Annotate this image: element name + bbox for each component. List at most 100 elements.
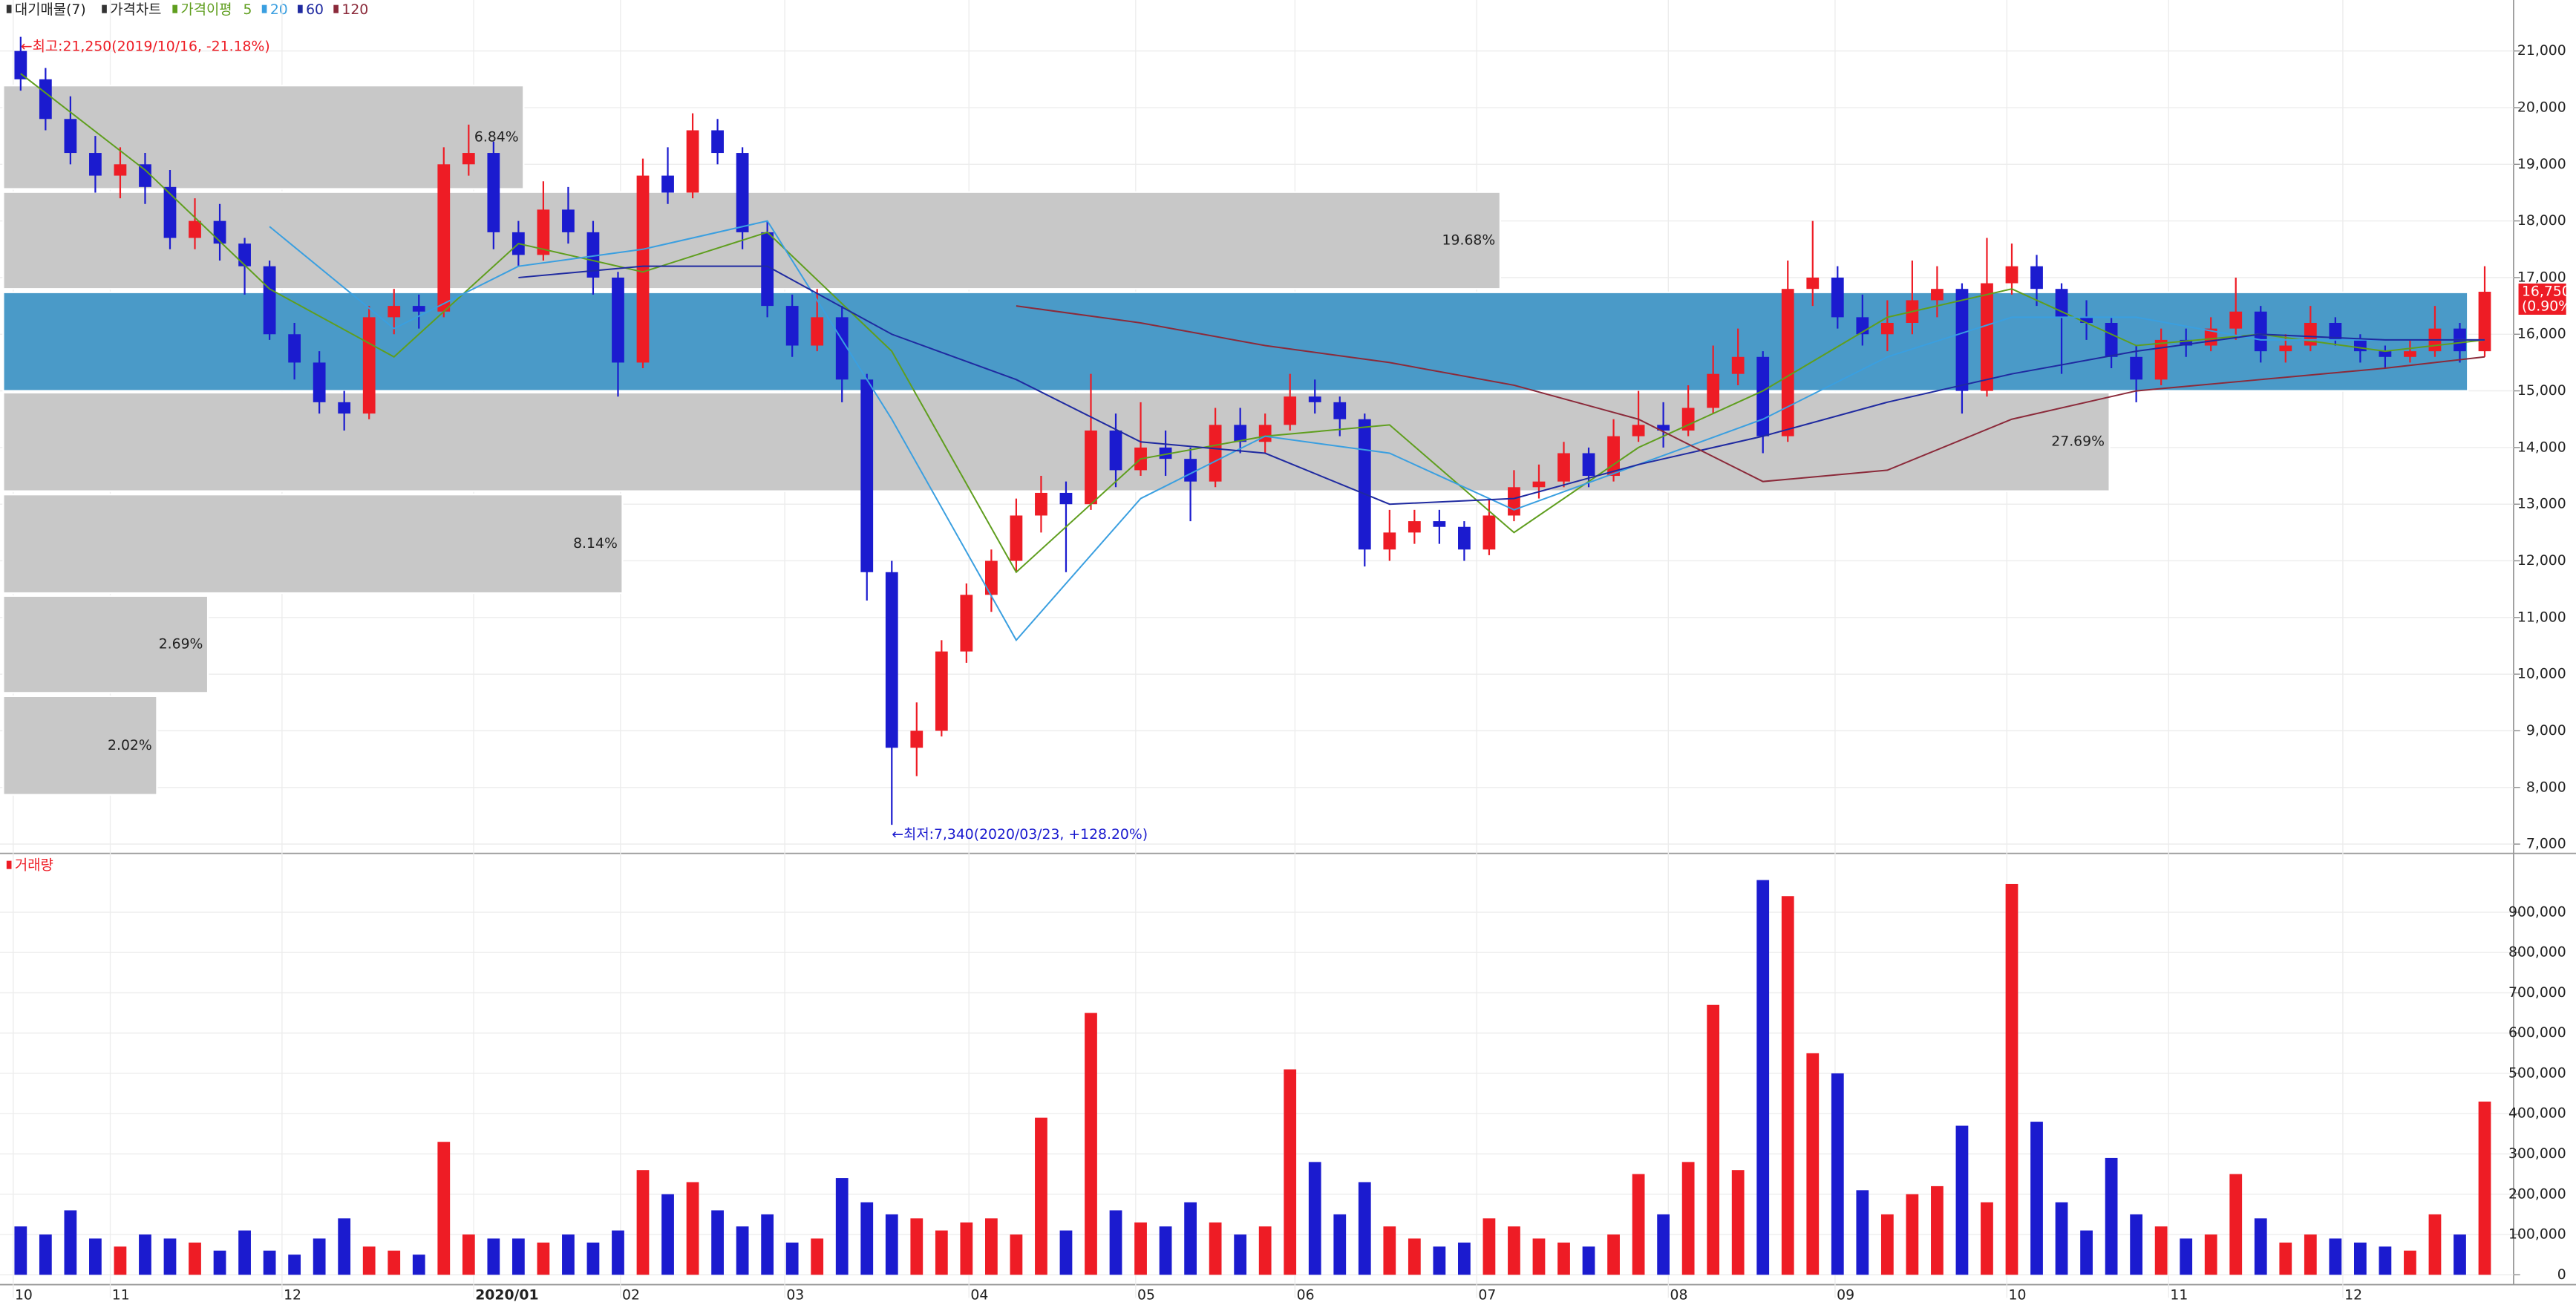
moving-average-line [1016,305,2485,483]
candle-body [213,220,226,244]
volume-bar [1209,1222,1222,1275]
volume-bar [612,1230,624,1275]
candle-body [2105,322,2118,357]
x-tick-label: 09 [1837,1287,1854,1303]
volume-profile-bar [2,494,624,595]
candle-body [1184,459,1197,482]
volume-bar [1358,1182,1371,1275]
volume-bar [1756,880,1770,1275]
y-tick-label: 11,000 [2517,609,2566,625]
volume-bar [2130,1214,2143,1275]
volume-bar [785,1242,799,1275]
x-tick-label: 12 [2344,1287,2362,1303]
candle-body [89,153,102,176]
candle-body [313,362,326,402]
candle-body [1955,289,1969,391]
volume-bar [2180,1238,2193,1275]
candle-body [761,232,774,307]
candle-body [1209,425,1222,482]
volume-bar [1234,1234,1247,1275]
candle-body [935,651,948,731]
volume-bar [1632,1174,1645,1275]
last-price-box [2518,283,2566,315]
volume-bar [362,1246,376,1275]
candle-body [960,595,973,652]
volume-bar [462,1234,475,1275]
candle-body [2130,356,2143,380]
candle-body [1433,521,1446,527]
x-tick-label: 07 [1478,1287,1496,1303]
volume-bar [860,1202,874,1275]
candle-body [686,130,699,193]
x-tick-label: 08 [1670,1287,1688,1303]
x-tick-label: 12 [284,1287,301,1303]
x-tick-label: 04 [970,1287,988,1303]
y-tick-label: 500,000 [2508,1065,2566,1081]
volume-bar [2478,1101,2491,1275]
volume-bar [910,1218,923,1275]
volume-bar [1557,1242,1570,1275]
y-tick-label: 19,000 [2517,157,2566,172]
legend-item: 가격차트 [110,1,161,18]
y-tick-label: 10,000 [2517,667,2566,682]
volume-bar [562,1234,575,1275]
last-price-change: (0.90%) [2522,298,2576,314]
volume-bar [2379,1246,2392,1275]
volume-bar [1035,1117,1047,1275]
volume-bar [1955,1125,1969,1275]
volume-bar [1134,1222,1147,1275]
volume-bar [711,1210,724,1275]
y-tick-label: 8,000 [2526,779,2566,795]
volume-profile-label: 2.02% [108,738,152,753]
volume-bar [2105,1157,2118,1275]
volume-bar [114,1246,127,1275]
volume-bar [636,1170,650,1275]
candle-body [437,164,451,312]
candle-body [1681,408,1695,431]
y-tick-label: 21,000 [2517,43,2566,59]
candle-body [1582,453,1595,477]
candle-body [1308,396,1321,402]
volume-bar [1308,1162,1321,1275]
candle-body [1333,402,1347,419]
volume-bar [487,1238,500,1275]
candle-body [64,119,77,154]
candle-body [2254,311,2267,352]
candle-body [1831,277,1844,318]
candle-body [2080,317,2093,323]
volume-bar [2254,1218,2267,1275]
candle-body [1880,322,1894,335]
volume-bar [437,1142,451,1275]
volume-bar [960,1222,973,1275]
volume-bar [1906,1194,1919,1275]
volume-profile-bar [2,191,1501,290]
volume-bar [1657,1214,1670,1275]
candle-body [562,209,575,232]
legend-marker [6,4,12,13]
x-tick-label: 02 [622,1287,640,1303]
x-tick-label: 10 [2009,1287,2027,1303]
candle-body [114,164,127,176]
volume-bar [14,1226,27,1275]
volume-bar [1458,1242,1471,1275]
candle-body [2005,266,2018,284]
candle-body [885,572,898,748]
y-tick-label: 9,000 [2526,723,2566,739]
volume-profile-bar [2,695,158,796]
volume-bar [1856,1190,1869,1275]
volume-bar [1931,1185,1944,1275]
volume-bar [1010,1234,1023,1275]
volume-bar [2353,1242,2367,1275]
volume-bar [1806,1053,1820,1275]
legend-marker [172,4,178,13]
legend-marker [261,4,267,13]
candle-body [1657,425,1670,431]
candle-body [1532,481,1546,488]
x-tick-label: 03 [786,1287,804,1303]
volume-bar [2454,1234,2466,1275]
volume-bar [2229,1174,2243,1275]
candle-body [1010,515,1023,561]
volume-bar [1284,1069,1297,1275]
candle-body [636,175,650,363]
volume-bar [1085,1013,1097,1275]
